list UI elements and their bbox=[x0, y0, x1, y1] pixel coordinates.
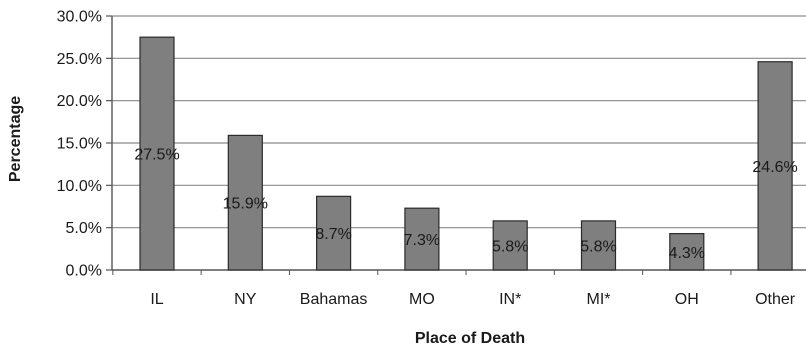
bar bbox=[580, 220, 617, 271]
x-category-label: Other bbox=[755, 291, 796, 308]
y-tick-label: 25.0% bbox=[57, 51, 102, 68]
data-label: 8.7% bbox=[315, 226, 351, 243]
x-category-label: NY bbox=[234, 291, 257, 308]
bar bbox=[316, 195, 352, 271]
y-axis-title: Percentage bbox=[7, 96, 24, 182]
data-label: 24.6% bbox=[752, 159, 797, 176]
y-tick-label: 5.0% bbox=[66, 220, 102, 237]
bar bbox=[404, 207, 440, 271]
y-tick-label: 15.0% bbox=[57, 136, 102, 153]
bar bbox=[669, 232, 705, 271]
x-category-label: IL bbox=[150, 291, 163, 308]
bars bbox=[139, 36, 793, 271]
bar bbox=[757, 61, 793, 271]
bar bbox=[492, 220, 528, 271]
x-category-label: MI* bbox=[587, 291, 611, 308]
bar bbox=[227, 134, 263, 271]
data-label: 15.9% bbox=[223, 196, 268, 213]
x-category-label: OH bbox=[675, 291, 699, 308]
y-tick-label: 10.0% bbox=[57, 178, 102, 195]
y-tick-label: 30.0% bbox=[57, 9, 102, 26]
x-category-labels: IL NY Bahamas MO IN* MI* OH Other bbox=[150, 291, 795, 308]
x-axis-title: Place of Death bbox=[415, 330, 525, 347]
x-category-label: MO bbox=[409, 291, 435, 308]
data-label: 27.5% bbox=[134, 147, 179, 164]
grid-lines bbox=[112, 15, 806, 229]
data-label: 7.3% bbox=[404, 232, 440, 249]
x-category-label: IN* bbox=[499, 291, 521, 308]
y-tick-label: 20.0% bbox=[57, 93, 102, 110]
y-tick-label: 0.0% bbox=[66, 263, 102, 280]
y-tick-labels: 0.0% 5.0% 10.0% 15.0% 20.0% 25.0% 30.0% bbox=[57, 9, 102, 280]
data-label: 4.3% bbox=[669, 245, 705, 262]
data-label: 5.8% bbox=[580, 238, 616, 255]
data-labels: 27.5% 15.9% 8.7% 7.3% 5.8% 5.8% 4.3% 24.6% bbox=[134, 147, 797, 262]
bar bbox=[139, 36, 175, 271]
x-category-label: Bahamas bbox=[300, 291, 368, 308]
data-label: 5.8% bbox=[492, 238, 528, 255]
